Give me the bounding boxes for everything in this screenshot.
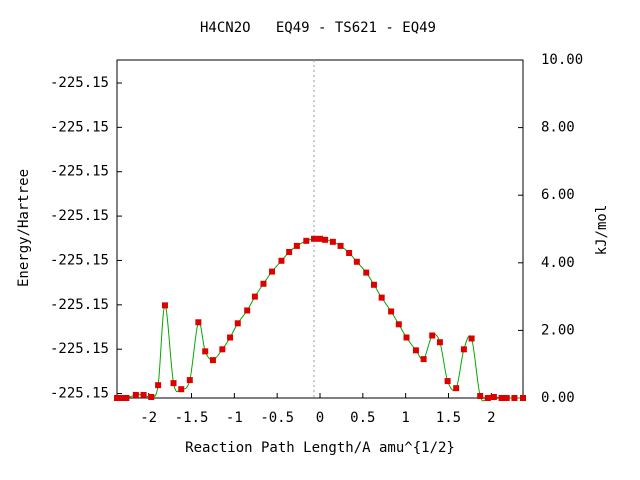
point [503, 395, 510, 401]
y-tick-label: -225.15 [50, 252, 109, 268]
y-tick-label: -225.15 [50, 119, 109, 135]
x-tick-label: 0 [316, 410, 324, 426]
point [123, 395, 130, 401]
x-tick-label: -1 [226, 410, 243, 426]
point [444, 378, 451, 385]
x-tick-label: 0.5 [350, 410, 375, 426]
y-axis-label: Energy/Hartree [16, 169, 32, 287]
x-tick-label: 1 [401, 410, 409, 426]
point [511, 395, 518, 401]
point [155, 382, 162, 389]
point [412, 347, 419, 354]
point [484, 395, 491, 401]
point [370, 281, 377, 288]
y-tick-label: -225.15 [50, 386, 109, 402]
point [195, 319, 202, 326]
point [132, 391, 139, 398]
point [420, 356, 427, 363]
y2-tick-label: 0.00 [541, 390, 575, 406]
x-tick-label: -1.5 [175, 410, 209, 426]
point [378, 294, 385, 301]
point [388, 308, 395, 315]
point [311, 235, 318, 242]
point [170, 380, 177, 387]
point [303, 237, 310, 244]
y-tick-label: -225.15 [50, 164, 109, 180]
point [520, 395, 526, 401]
point [322, 236, 329, 243]
point [202, 348, 209, 355]
point [114, 395, 120, 401]
chart-title: H4CN2O EQ49 - TS621 - EQ49 [200, 20, 436, 36]
point [140, 391, 147, 398]
point [490, 393, 497, 400]
point [403, 334, 410, 341]
x-tick-label: -2 [140, 410, 157, 426]
point [477, 392, 484, 399]
point [436, 339, 443, 346]
y2-tick-label: 2.00 [541, 322, 575, 338]
x-tick-label: 2 [487, 410, 495, 426]
x-axis-label: Reaction Path Length/A amu^{1/2} [185, 440, 455, 456]
point [161, 302, 168, 309]
y-tick-label: -225.15 [50, 297, 109, 313]
x-tick-label: -0.5 [260, 410, 294, 426]
y2-tick-label: 10.00 [541, 52, 583, 68]
point [329, 238, 336, 245]
point [293, 242, 300, 249]
point [260, 280, 267, 287]
point [148, 393, 155, 400]
point [234, 320, 241, 327]
y-tick-label: -225.15 [50, 208, 109, 224]
point [209, 357, 216, 364]
point [186, 377, 193, 384]
point [251, 293, 258, 300]
point [498, 395, 505, 401]
point [227, 334, 234, 341]
point [429, 332, 436, 339]
point [278, 257, 285, 264]
point [453, 385, 460, 392]
point [346, 249, 353, 256]
point [353, 258, 360, 265]
y2-tick-label: 6.00 [541, 187, 575, 203]
y2-tick-label: 8.00 [541, 120, 575, 136]
point [395, 321, 402, 328]
point [269, 268, 276, 275]
y2-tick-label: 4.00 [541, 255, 575, 271]
y-tick-label: -225.15 [50, 341, 109, 357]
point [118, 395, 125, 401]
y-tick-label: -225.15 [50, 75, 109, 91]
y2-axis-label: kJ/mol [594, 205, 610, 256]
point [244, 307, 251, 314]
point [286, 248, 293, 255]
point [317, 235, 323, 242]
point [468, 335, 475, 342]
point [363, 269, 370, 276]
point [219, 346, 226, 353]
point [337, 242, 344, 249]
x-tick-label: 1.5 [436, 410, 461, 426]
point [178, 386, 185, 393]
point [460, 346, 467, 353]
